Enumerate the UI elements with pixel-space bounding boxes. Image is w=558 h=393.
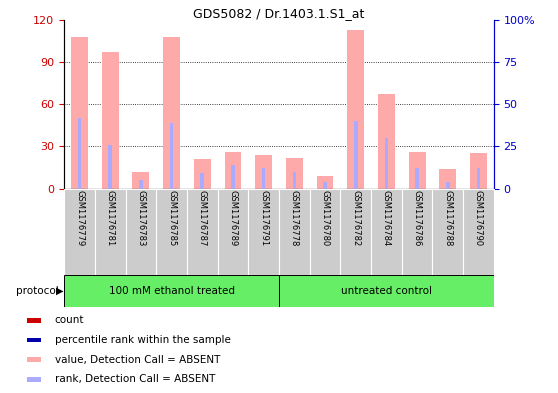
Bar	[187, 189, 218, 275]
Bar	[477, 168, 480, 189]
Bar	[378, 94, 395, 189]
Bar	[310, 189, 340, 275]
Bar	[439, 169, 456, 189]
Text: GSM1176787: GSM1176787	[198, 190, 207, 247]
Bar	[218, 189, 248, 275]
Bar	[194, 159, 211, 189]
Bar	[163, 37, 180, 189]
Bar	[95, 189, 126, 275]
Bar	[248, 189, 279, 275]
Bar	[463, 189, 494, 275]
Bar	[402, 189, 432, 275]
Text: value, Detection Call = ABSENT: value, Detection Call = ABSENT	[55, 354, 220, 365]
Bar	[132, 172, 150, 189]
Bar	[292, 172, 296, 189]
Bar	[27, 357, 41, 362]
Text: ▶: ▶	[56, 286, 63, 296]
Bar	[371, 189, 402, 275]
Bar	[279, 275, 494, 307]
Bar	[408, 152, 426, 189]
Text: GSM1176791: GSM1176791	[259, 190, 268, 246]
Bar	[71, 37, 88, 189]
Bar	[446, 182, 450, 189]
Title: GDS5082 / Dr.1403.1.S1_at: GDS5082 / Dr.1403.1.S1_at	[193, 7, 365, 20]
Bar	[255, 155, 272, 189]
Bar	[224, 152, 242, 189]
Text: rank, Detection Call = ABSENT: rank, Detection Call = ABSENT	[55, 374, 215, 384]
Text: GSM1176780: GSM1176780	[320, 190, 330, 247]
Bar	[139, 180, 143, 189]
Bar	[316, 176, 334, 189]
Text: protocol: protocol	[16, 286, 59, 296]
Bar	[156, 189, 187, 275]
Text: GSM1176784: GSM1176784	[382, 190, 391, 247]
Bar	[108, 145, 112, 189]
Text: GSM1176788: GSM1176788	[443, 190, 453, 247]
Bar	[354, 121, 358, 189]
Text: GSM1176781: GSM1176781	[105, 190, 115, 247]
Text: GSM1176785: GSM1176785	[167, 190, 176, 247]
Text: GSM1176790: GSM1176790	[474, 190, 483, 246]
Bar	[231, 165, 235, 189]
Bar	[262, 168, 266, 189]
Bar	[170, 123, 174, 189]
Bar	[78, 118, 81, 189]
Text: untreated control: untreated control	[341, 286, 432, 296]
Bar	[64, 275, 279, 307]
Text: GSM1176786: GSM1176786	[412, 190, 422, 247]
Bar	[126, 189, 156, 275]
Bar	[415, 168, 419, 189]
Text: 100 mM ethanol treated: 100 mM ethanol treated	[109, 286, 234, 296]
Bar	[64, 189, 95, 275]
Bar	[432, 189, 463, 275]
Bar	[347, 29, 364, 189]
Bar	[200, 173, 204, 189]
Text: count: count	[55, 315, 84, 325]
Bar	[279, 189, 310, 275]
Bar	[27, 318, 41, 323]
Bar	[384, 138, 388, 189]
Bar	[323, 182, 327, 189]
Bar	[27, 338, 41, 342]
Bar	[286, 158, 303, 189]
Text: GSM1176789: GSM1176789	[228, 190, 238, 247]
Bar	[27, 377, 41, 382]
Text: percentile rank within the sample: percentile rank within the sample	[55, 335, 230, 345]
Text: GSM1176778: GSM1176778	[290, 190, 299, 247]
Text: GSM1176783: GSM1176783	[136, 190, 146, 247]
Text: GSM1176779: GSM1176779	[75, 190, 84, 247]
Text: GSM1176782: GSM1176782	[351, 190, 360, 247]
Bar	[340, 189, 371, 275]
Bar	[470, 153, 487, 189]
Bar	[102, 52, 119, 189]
